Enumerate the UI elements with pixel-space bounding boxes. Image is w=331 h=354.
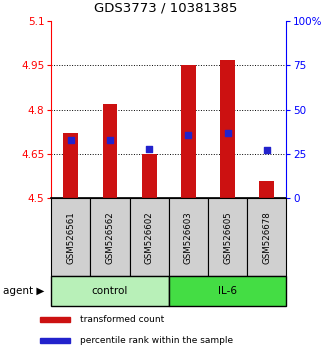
Text: GSM526602: GSM526602 [145,211,154,264]
Bar [40,338,70,343]
FancyBboxPatch shape [51,276,169,306]
Point [68,137,73,143]
Point [264,148,269,153]
Point [107,137,113,143]
Point [147,146,152,152]
Text: GSM526603: GSM526603 [184,211,193,264]
Text: GDS3773 / 10381385: GDS3773 / 10381385 [94,1,237,14]
Text: GSM526561: GSM526561 [67,211,75,264]
FancyBboxPatch shape [130,198,169,276]
Text: percentile rank within the sample: percentile rank within the sample [80,336,233,345]
Text: GSM526605: GSM526605 [223,211,232,264]
FancyBboxPatch shape [247,198,286,276]
Bar [259,181,274,198]
Point [225,130,230,136]
FancyBboxPatch shape [169,276,286,306]
Text: GSM526678: GSM526678 [262,211,271,264]
FancyBboxPatch shape [90,198,130,276]
FancyBboxPatch shape [169,198,208,276]
FancyBboxPatch shape [208,198,247,276]
Text: control: control [92,286,128,296]
Text: transformed count: transformed count [80,315,164,324]
FancyBboxPatch shape [51,198,90,276]
Bar [64,133,78,198]
Text: IL-6: IL-6 [218,286,237,296]
Text: GSM526562: GSM526562 [106,211,115,264]
Point [186,132,191,137]
Bar [40,317,70,322]
Bar [142,154,157,198]
Bar [181,65,196,198]
Bar [103,104,118,198]
Bar [220,59,235,198]
Text: agent ▶: agent ▶ [3,286,45,296]
